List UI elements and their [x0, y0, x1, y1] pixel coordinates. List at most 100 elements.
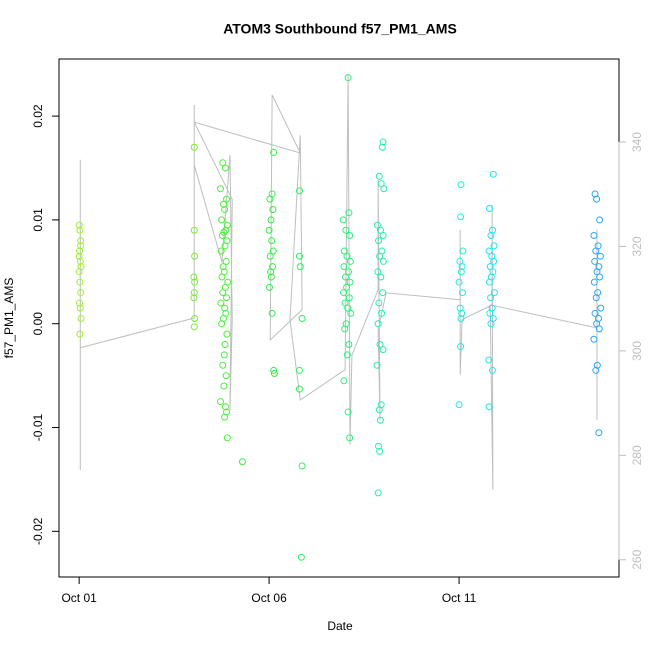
point	[76, 278, 84, 286]
point	[374, 268, 382, 276]
point	[459, 247, 467, 255]
point	[374, 320, 382, 328]
point	[190, 226, 198, 234]
point	[296, 263, 304, 271]
point	[380, 185, 388, 193]
point	[268, 237, 276, 245]
point	[340, 377, 348, 385]
point	[191, 278, 199, 286]
point	[269, 247, 277, 255]
point	[76, 226, 84, 234]
y-tick-label: -0.01	[31, 414, 45, 442]
point	[190, 273, 198, 281]
point	[457, 343, 465, 351]
point	[485, 356, 493, 364]
point	[216, 185, 224, 193]
point	[487, 320, 495, 328]
y2-tick-label: 280	[630, 445, 644, 465]
point	[298, 315, 306, 323]
point	[218, 273, 226, 281]
point	[266, 252, 274, 260]
point	[375, 299, 383, 307]
point	[267, 268, 275, 276]
point	[376, 416, 384, 424]
x-tick-label: Oct 01	[61, 591, 97, 605]
point	[489, 170, 497, 178]
point	[221, 340, 229, 348]
point	[339, 216, 347, 224]
point	[344, 408, 352, 416]
point	[220, 200, 228, 208]
point	[345, 209, 353, 217]
point	[218, 216, 226, 224]
point	[270, 148, 278, 156]
point	[457, 213, 465, 221]
point	[295, 187, 303, 195]
point	[223, 330, 231, 338]
point	[76, 304, 84, 312]
point	[344, 74, 352, 82]
point	[457, 315, 465, 323]
point	[375, 237, 383, 245]
point	[340, 263, 348, 271]
point	[377, 273, 385, 281]
point	[485, 278, 493, 286]
point	[76, 330, 84, 338]
point	[379, 289, 387, 297]
point	[221, 413, 229, 421]
point	[190, 294, 198, 302]
y-tick-label: -0.02	[31, 517, 45, 545]
point	[346, 434, 354, 442]
point	[343, 351, 351, 359]
point	[487, 294, 495, 302]
point	[346, 231, 354, 239]
point	[488, 366, 496, 374]
point	[270, 366, 278, 374]
point	[455, 278, 463, 286]
point	[458, 289, 466, 297]
point	[455, 401, 463, 409]
point	[458, 263, 466, 271]
point	[341, 325, 349, 333]
point	[220, 382, 228, 390]
point	[376, 447, 384, 455]
y2-tick-label: 300	[630, 341, 644, 361]
point	[221, 403, 229, 411]
point	[266, 195, 274, 203]
point	[597, 304, 605, 312]
point	[379, 138, 387, 146]
point	[191, 315, 199, 323]
point	[373, 361, 381, 369]
point	[222, 226, 230, 234]
point	[217, 247, 225, 255]
point	[344, 268, 352, 276]
point	[265, 283, 273, 291]
point	[75, 221, 83, 229]
point	[75, 252, 83, 260]
point	[457, 268, 465, 276]
point	[595, 325, 603, 333]
point	[596, 216, 604, 224]
point	[596, 252, 604, 260]
point	[295, 252, 303, 260]
point	[485, 204, 493, 212]
point	[77, 315, 85, 323]
point	[219, 289, 227, 297]
point	[487, 231, 495, 239]
point	[595, 429, 603, 437]
point	[458, 309, 466, 317]
point	[592, 366, 600, 374]
x-tick-label: Oct 06	[251, 591, 287, 605]
point	[298, 462, 306, 470]
point	[375, 172, 383, 180]
point	[191, 252, 199, 260]
point	[376, 252, 384, 260]
point	[379, 257, 387, 265]
y-tick-label: 0.00	[31, 312, 45, 336]
y-tick-label: 0.01	[31, 208, 45, 232]
y-axis-label: f57_PM1_AMS	[2, 278, 16, 359]
point	[190, 323, 198, 331]
point	[77, 289, 85, 297]
point	[590, 335, 598, 343]
point	[221, 206, 229, 214]
